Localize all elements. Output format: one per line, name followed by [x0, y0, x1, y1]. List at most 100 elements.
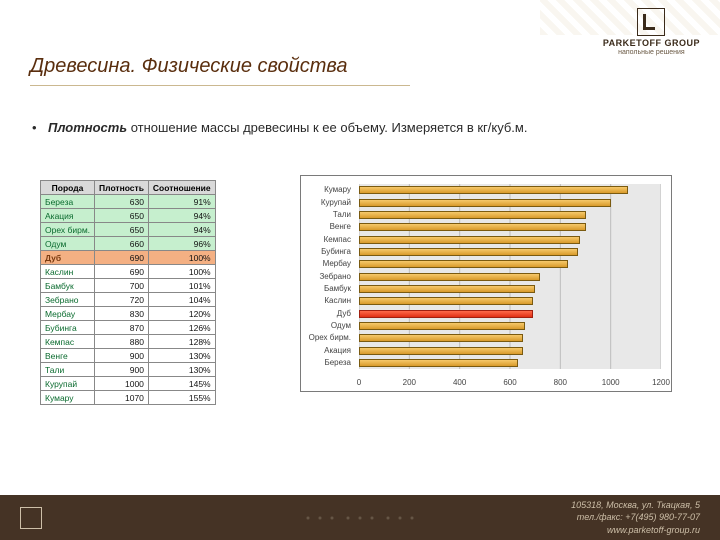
table-cell-name: Бубинга — [41, 321, 95, 335]
chart-category-label: Кемпас — [301, 235, 355, 244]
chart-bar — [359, 347, 523, 355]
table-cell-ratio: 94% — [148, 209, 215, 223]
table-cell-name: Акация — [41, 209, 95, 223]
table-cell-name: Одум — [41, 237, 95, 251]
definition-term: Плотность — [48, 120, 127, 135]
table-cell-name: Орех бирм. — [41, 223, 95, 237]
definition-text: отношение массы древесины к ее объему. И… — [127, 120, 527, 135]
chart-bar — [359, 310, 533, 318]
table-cell-name: Береза — [41, 195, 95, 209]
definition-bullet: Плотность отношение массы древесины к ее… — [48, 120, 680, 135]
chart-category-label: Каслин — [301, 296, 355, 305]
footer-site: www.parketoff-group.ru — [571, 524, 700, 537]
table-cell-name: Каслин — [41, 265, 95, 279]
table-row: Венге900130% — [41, 349, 216, 363]
chart-x-tick: 400 — [453, 378, 466, 387]
chart-bar — [359, 273, 540, 281]
table-row: Кумару1070155% — [41, 391, 216, 405]
table-cell-name: Курупай — [41, 377, 95, 391]
table-row: Дуб690100% — [41, 251, 216, 265]
footer-logo-icon — [20, 507, 42, 529]
table-cell-ratio: 100% — [148, 251, 215, 265]
table-cell-ratio: 126% — [148, 321, 215, 335]
table-cell-density: 1070 — [95, 391, 149, 405]
chart-bar — [359, 260, 568, 268]
chart-category-label: Курупай — [301, 198, 355, 207]
table-cell-ratio: 145% — [148, 377, 215, 391]
chart-category-label: Одум — [301, 321, 355, 330]
table-row: Бубинга870126% — [41, 321, 216, 335]
chart-category-label: Мербау — [301, 259, 355, 268]
chart-category-label: Зебрано — [301, 272, 355, 281]
chart-x-tick: 200 — [403, 378, 416, 387]
table-cell-name: Бамбук — [41, 279, 95, 293]
table-cell-density: 690 — [95, 251, 149, 265]
table-cell-density: 650 — [95, 209, 149, 223]
table-row: Кемпас880128% — [41, 335, 216, 349]
table-cell-name: Тали — [41, 363, 95, 377]
table-row: Зебрано720104% — [41, 293, 216, 307]
table-cell-density: 700 — [95, 279, 149, 293]
table-cell-name: Зебрано — [41, 293, 95, 307]
chart-x-tick: 600 — [503, 378, 516, 387]
table-cell-density: 720 — [95, 293, 149, 307]
table-row: Мербау830120% — [41, 307, 216, 321]
table-cell-density: 870 — [95, 321, 149, 335]
chart-x-tick: 0 — [357, 378, 361, 387]
table-cell-ratio: 130% — [148, 349, 215, 363]
footer-phone: тел./факс: +7(495) 980-77-07 — [571, 511, 700, 524]
table-cell-name: Кемпас — [41, 335, 95, 349]
table-cell-ratio: 94% — [148, 223, 215, 237]
chart-bar — [359, 285, 535, 293]
table-cell-density: 660 — [95, 237, 149, 251]
table-cell-density: 900 — [95, 349, 149, 363]
table-cell-ratio: 91% — [148, 195, 215, 209]
table-cell-density: 900 — [95, 363, 149, 377]
table-row: Береза63091% — [41, 195, 216, 209]
table-header: Плотность — [95, 181, 149, 195]
table-row: Одум66096% — [41, 237, 216, 251]
chart-bar — [359, 359, 518, 367]
table-cell-name: Венге — [41, 349, 95, 363]
table-cell-density: 630 — [95, 195, 149, 209]
table-cell-name: Мербау — [41, 307, 95, 321]
table-cell-ratio: 155% — [148, 391, 215, 405]
brand-logo: PARKETOFF GROUP напольные решения — [603, 8, 700, 57]
table-row: Бамбук700101% — [41, 279, 216, 293]
chart-bar — [359, 223, 586, 231]
chart-category-label: Дуб — [301, 309, 355, 318]
brand-name: PARKETOFF GROUP — [603, 38, 700, 49]
table-cell-ratio: 130% — [148, 363, 215, 377]
chart-bar — [359, 186, 628, 194]
table-row: Тали900130% — [41, 363, 216, 377]
table-cell-ratio: 104% — [148, 293, 215, 307]
title-underline — [30, 85, 410, 86]
table-cell-density: 690 — [95, 265, 149, 279]
chart-category-label: Венге — [301, 222, 355, 231]
table-row: Акация65094% — [41, 209, 216, 223]
chart-category-label: Кумару — [301, 185, 355, 194]
table-row: Курупай1000145% — [41, 377, 216, 391]
table-cell-ratio: 128% — [148, 335, 215, 349]
chart-x-tick: 800 — [554, 378, 567, 387]
density-bar-chart: КумаруКурупайТалиВенгеКемпасБубингаМерба… — [300, 175, 672, 392]
chart-category-label: Береза — [301, 358, 355, 367]
table-cell-ratio: 96% — [148, 237, 215, 251]
table-row: Каслин690100% — [41, 265, 216, 279]
table-header: Порода — [41, 181, 95, 195]
footer-contact: 105318, Москва, ул. Ткацкая, 5 тел./факс… — [571, 499, 700, 537]
table-cell-ratio: 100% — [148, 265, 215, 279]
chart-bar — [359, 236, 580, 244]
table-cell-density: 880 — [95, 335, 149, 349]
chart-category-label: Акация — [301, 346, 355, 355]
chart-bar — [359, 199, 611, 207]
table-header-row: Порода Плотность Соотношение — [41, 181, 216, 195]
chart-bar — [359, 211, 586, 219]
chart-category-label: Бамбук — [301, 284, 355, 293]
chart-x-tick: 1000 — [602, 378, 620, 387]
chart-bar — [359, 334, 523, 342]
brand-corner: PARKETOFF GROUP напольные решения — [540, 0, 720, 90]
table-row: Орех бирм.65094% — [41, 223, 216, 237]
table-cell-density: 830 — [95, 307, 149, 321]
brand-subtitle: напольные решения — [603, 49, 700, 57]
